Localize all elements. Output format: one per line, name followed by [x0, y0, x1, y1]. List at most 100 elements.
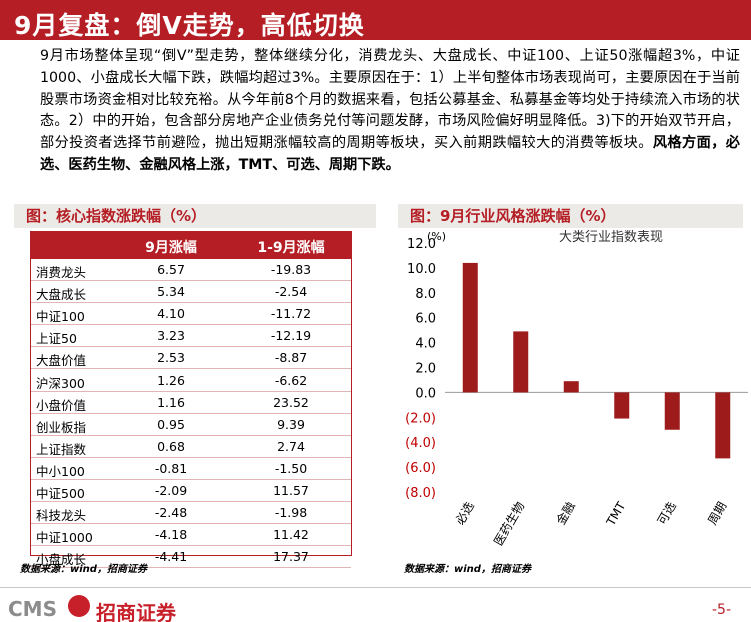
table-row: 中证500 -2.09 11.57 [31, 480, 351, 503]
table-header: 9月涨幅 1-9月涨幅 [31, 232, 351, 259]
index-name: 小盘成长 [36, 552, 87, 568]
index-name: 消费龙头 [36, 265, 87, 280]
table-row: 中证100 4.10 -11.72 [31, 303, 351, 326]
y-tick-label: (2.0) [405, 411, 436, 426]
left-panel-title: 图：核心指数涨跌幅（%） [14, 204, 376, 228]
table-row: 小盘成长 -4.41 17.37 [31, 546, 351, 569]
table-row: 上证指数 0.68 2.74 [31, 436, 351, 458]
company-logo-text: CMS [8, 597, 57, 621]
sept-change: 3.23 [157, 328, 185, 344]
table-row: 小盘价值 1.16 23.52 [31, 392, 351, 414]
table-row: 消费龙头 6.57 -19.83 [31, 259, 351, 282]
y-tick-label: 12.0 [407, 237, 436, 252]
sept-change: 6.57 [157, 262, 185, 277]
sept-change: -2.48 [154, 505, 188, 521]
bar [513, 331, 529, 393]
x-tick-label: TMT [603, 499, 628, 529]
right-source-note: 数据来源：wind，招商证券 [404, 564, 531, 575]
x-tick-label: 可选 [655, 500, 679, 528]
bar [614, 392, 630, 419]
index-name: 中小100 [36, 463, 85, 479]
y-tick-label: 8.0 [415, 287, 436, 302]
bar [563, 381, 579, 393]
sept-change: 4.10 [157, 306, 185, 322]
sept-change: -2.09 [154, 483, 188, 498]
page-number: -5- [712, 602, 732, 618]
table-row: 科技龙头 -2.48 -1.98 [31, 502, 351, 525]
column-header-sept: 9月涨幅 [145, 240, 197, 256]
ytd-change: 17.37 [273, 549, 309, 565]
ytd-change: 23.52 [273, 394, 309, 410]
header-bar: 9月复盘：倒V走势，高低切换 [0, 0, 751, 40]
sept-change: 1.16 [157, 394, 185, 410]
x-tick-label: 医药生物 [491, 500, 527, 549]
index-name: 创业板指 [36, 419, 87, 435]
index-name: 科技龙头 [36, 508, 87, 524]
ytd-change: -8.87 [274, 350, 308, 366]
y-tick-label: 4.0 [415, 337, 436, 352]
table-row: 中证1000 -4.18 11.42 [31, 524, 351, 547]
company-name: 招商证券 [96, 601, 176, 622]
sept-change: -0.81 [154, 460, 188, 476]
table-row: 大盘成长 5.34 -2.54 [31, 281, 351, 304]
index-name: 中证1000 [36, 530, 93, 546]
bar [715, 392, 731, 459]
index-table: 9月涨幅 1-9月涨幅 消费龙头 6.57 -19.83 大盘成长 5.34 -2.54 中… [30, 231, 352, 569]
ytd-change: -12.19 [270, 328, 312, 344]
table-row: 沪深300 1.26 -6.62 [31, 370, 351, 392]
ytd-change: -1.98 [274, 505, 308, 521]
index-name: 上证指数 [36, 441, 87, 457]
ytd-change: 2.74 [277, 438, 305, 454]
sept-change: -4.41 [154, 549, 188, 565]
index-name: 大盘成长 [36, 287, 87, 303]
sept-change: 2.53 [157, 350, 185, 366]
ytd-change: 11.57 [273, 483, 309, 498]
y-tick-label: 6.0 [415, 312, 436, 327]
ytd-change: 11.42 [273, 527, 309, 543]
footer-divider [0, 587, 751, 588]
y-tick-label: (6.0) [405, 461, 436, 476]
chart-unit-label: (%) [427, 230, 446, 243]
bar [462, 262, 478, 393]
table-row: 大盘价值 2.53 -8.87 [31, 347, 351, 370]
summary-text: 9月市场整体呈现“倒V”型走势，整体继续分化，消费龙头、大盘成长、中证100、上… [40, 48, 740, 152]
summary-paragraph: 9月市场整体呈现“倒V”型走势，整体继续分化，消费龙头、大盘成长、中证100、上… [40, 46, 740, 177]
ytd-change: -11.72 [270, 306, 312, 322]
index-name: 小盘价值 [36, 397, 87, 413]
x-tick-label: 周期 [705, 500, 729, 528]
y-tick-label: (8.0) [405, 486, 436, 501]
sept-change: 5.34 [157, 284, 185, 300]
index-name: 中证500 [36, 486, 85, 501]
index-name: 中证100 [36, 309, 85, 325]
y-tick-label: 10.0 [407, 262, 436, 277]
sept-change: -4.18 [154, 527, 188, 543]
ytd-change: -1.50 [274, 460, 308, 476]
table-row: 上证50 3.23 -12.19 [31, 325, 351, 348]
column-header-ytd: 1-9月涨幅 [257, 240, 325, 256]
table-row: 中小100 -0.81 -1.50 [31, 458, 351, 480]
ytd-change: 9.39 [277, 416, 305, 432]
right-panel-title: 图：9月行业风格涨跌幅（%） [398, 204, 743, 228]
y-tick-label: 2.0 [415, 362, 436, 377]
ytd-change: -19.83 [270, 262, 312, 277]
chart-svg: (%) 大类行业指数表现 12.0 10.0 8.0 6.0 4.0 2.0 0.0 (2.0) (… [405, 230, 748, 549]
y-tick-label: (4.0) [405, 436, 436, 451]
sept-change: 0.68 [157, 438, 185, 454]
ytd-change: -6.62 [274, 372, 308, 388]
sept-change: 1.26 [157, 372, 185, 388]
company-logo-icon [68, 595, 90, 617]
left-source-note: 数据来源：wind，招商证券 [20, 564, 147, 575]
table-row: 创业板指 0.95 9.39 [31, 414, 351, 436]
x-tick-label: 必选 [453, 500, 477, 528]
y-tick-label: 0.0 [415, 386, 436, 401]
sept-change: 0.95 [157, 416, 185, 432]
chart-title: 大类行业指数表现 [559, 230, 663, 245]
ytd-change: -2.54 [274, 284, 308, 300]
bar [664, 392, 680, 430]
index-name: 上证50 [36, 331, 77, 347]
index-name: 大盘价值 [36, 353, 87, 369]
industry-style-chart: (%) 大类行业指数表现 12.0 10.0 8.0 6.0 4.0 2.0 0.0 (2.0) (… [398, 230, 751, 556]
index-name: 沪深300 [36, 375, 85, 391]
page-title: 9月复盘：倒V走势，高低切换 [14, 11, 365, 40]
x-tick-label: 金融 [553, 499, 578, 527]
